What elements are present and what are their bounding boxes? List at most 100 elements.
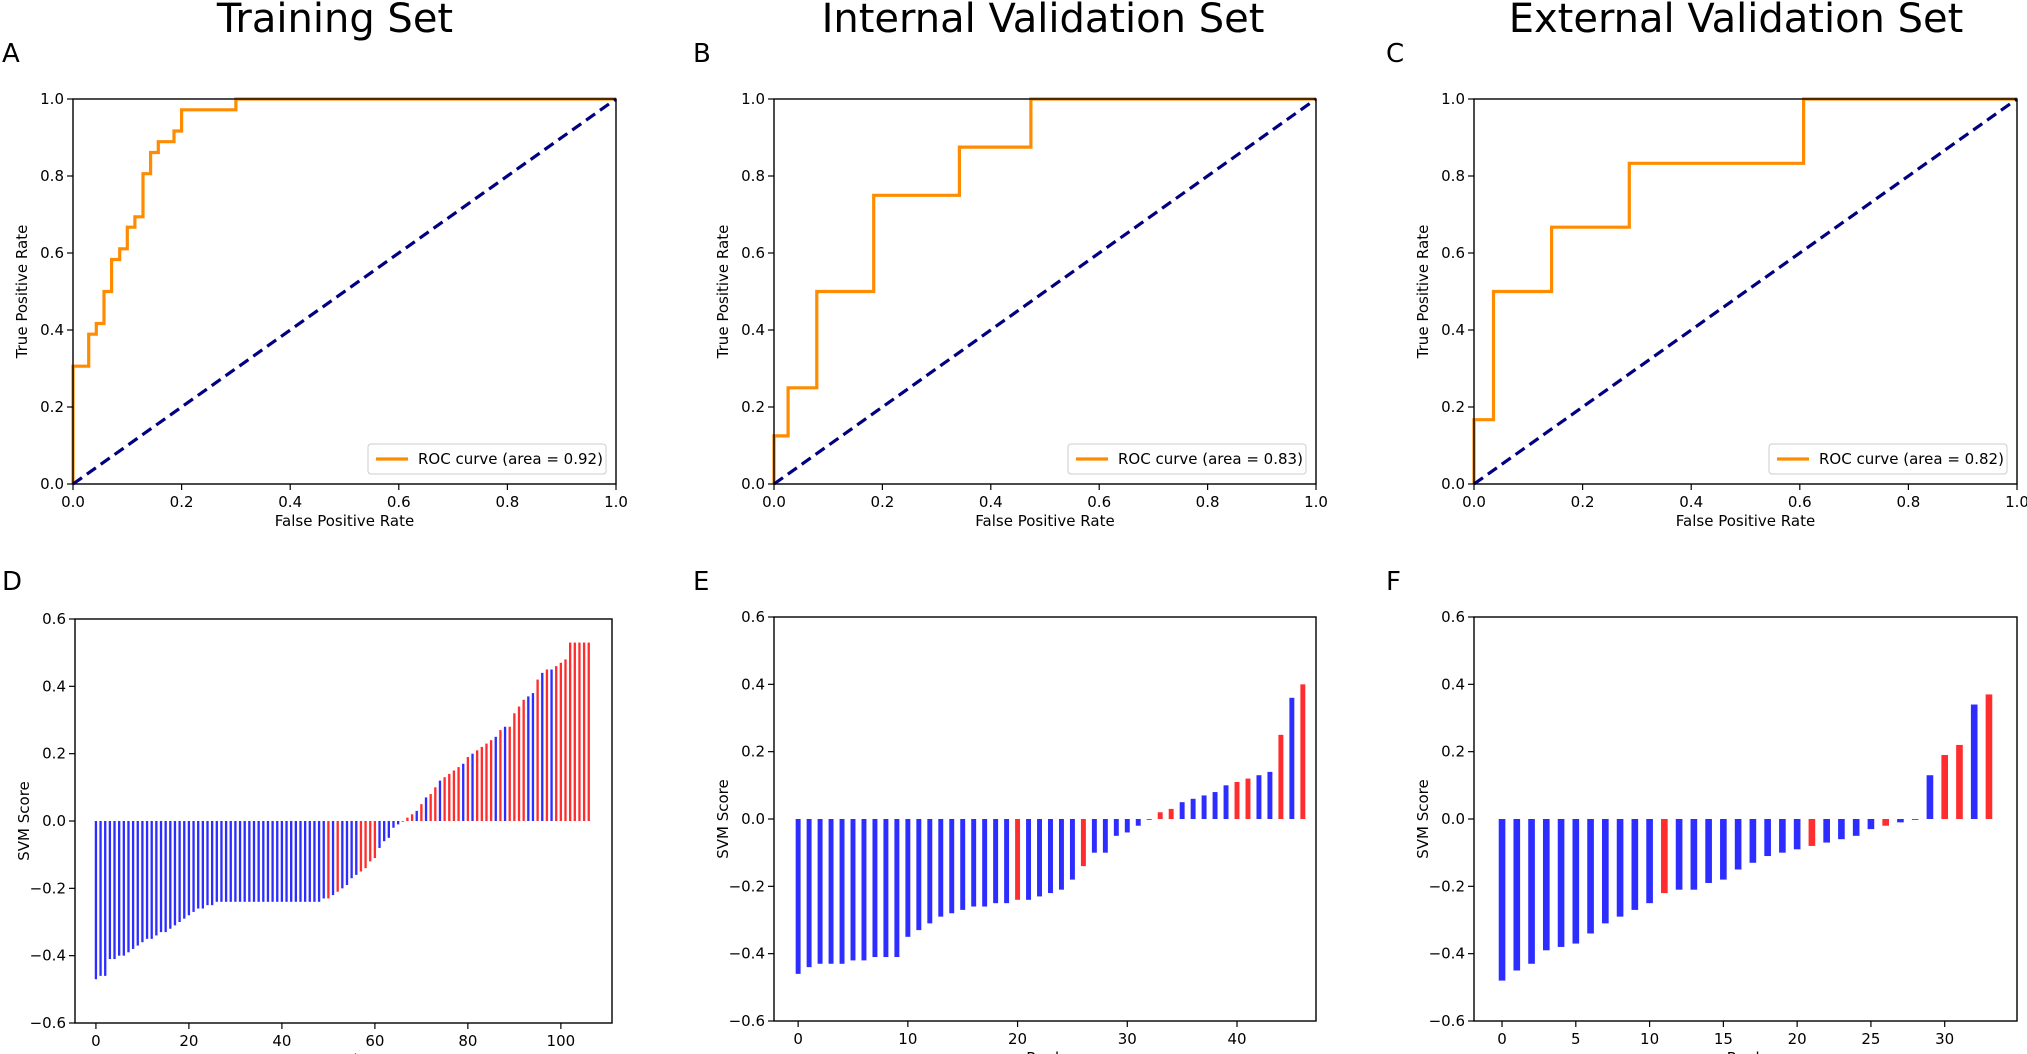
x-tick-label: 30 — [1118, 1030, 1137, 1048]
roc-curve-line — [772, 97, 1316, 484]
bar-negative — [1734, 819, 1742, 870]
bar-negative — [299, 821, 302, 902]
bar-positive — [1245, 778, 1251, 819]
bar-positive — [573, 642, 576, 821]
bar-negative — [982, 819, 988, 907]
bar-negative — [1572, 819, 1580, 944]
y-tick-label: 0.2 — [1441, 743, 1465, 761]
x-tick-label: 0.4 — [278, 493, 302, 511]
bar-negative — [971, 819, 977, 907]
axes-frame — [1473, 616, 2018, 1022]
bar-positive — [485, 743, 488, 821]
bar-positive — [406, 817, 409, 821]
y-tick-label: 0.8 — [40, 167, 64, 185]
x-tick-label: 0.6 — [1788, 493, 1812, 511]
bar-negative — [169, 821, 172, 929]
y-tick-label: 0.8 — [741, 167, 765, 185]
bar-positive — [364, 821, 367, 869]
y-axis-label: True Positive Rate — [1414, 225, 1432, 360]
bar-positive — [429, 794, 432, 821]
y-axis: 0.0 0.2 0.4 0.6 0.8 1.0 — [1441, 90, 1474, 493]
bar-negative — [1124, 819, 1130, 833]
bar-positive — [369, 821, 372, 862]
bar-negative — [159, 821, 163, 933]
y-axis-label: SVM Score — [714, 779, 732, 859]
panel-label: E — [693, 567, 709, 597]
bar-negative — [155, 821, 158, 936]
bar-positive — [508, 726, 511, 821]
bar-negative — [317, 821, 321, 902]
bar-positive — [410, 814, 414, 821]
bar-positive — [466, 757, 470, 821]
bar-positive — [359, 821, 363, 872]
bar-negative — [262, 821, 265, 902]
y-tick-label: 0.4 — [741, 321, 765, 339]
bar-positive — [448, 773, 451, 821]
chance-diagonal-line — [1473, 97, 2018, 486]
legend: ROC curve (area = 0.83) — [1067, 443, 1307, 475]
y-tick-label: 0.0 — [741, 810, 765, 828]
panel-d: D 0 20 40 60 80 100 −0.6 −0.4 −0.2 0.0 0.2 0.4 0.6 Ran… — [2, 567, 613, 1054]
bar-negative — [94, 821, 98, 980]
y-axis-label: True Positive Rate — [13, 225, 31, 360]
bar-positive — [536, 679, 539, 821]
bar-negative — [1970, 704, 1978, 819]
bar-negative — [113, 821, 116, 960]
bar-negative — [1113, 819, 1119, 836]
bar-negative — [285, 821, 288, 902]
bar-negative — [1091, 819, 1097, 853]
bar-negative — [1705, 819, 1712, 883]
x-tick-label: 100 — [547, 1032, 576, 1050]
y-tick-label: −0.4 — [1429, 945, 1465, 963]
bar-negative — [916, 819, 922, 931]
bar-positive — [545, 669, 549, 821]
axes-frame — [1473, 98, 2018, 485]
bar-negative — [1256, 775, 1262, 819]
bar-negative — [1267, 771, 1273, 819]
bar-negative — [387, 821, 390, 838]
x-tick-label: 0.4 — [1679, 493, 1703, 511]
bar-negative — [229, 821, 232, 902]
bar-positive — [480, 746, 483, 821]
bar-negative — [276, 821, 279, 902]
x-tick-label: 0.8 — [1196, 493, 1220, 511]
x-tick-label: 1.0 — [604, 493, 628, 511]
x-tick-label: 10 — [1640, 1030, 1659, 1048]
bar-negative — [795, 819, 801, 974]
y-tick-label: 0.8 — [1441, 167, 1465, 185]
bar-negative — [1823, 819, 1830, 843]
x-tick-label: 0 — [91, 1032, 101, 1050]
bar-negative — [949, 819, 955, 914]
bar-negative — [1749, 819, 1757, 863]
chance-diagonal-line — [72, 97, 617, 486]
bar-negative — [1542, 819, 1550, 951]
roc-curve-line — [71, 97, 616, 484]
plot-area — [94, 642, 590, 980]
bar-negative — [1135, 819, 1141, 826]
bar-positive — [1985, 694, 1993, 819]
bar-negative — [280, 821, 284, 902]
legend: ROC curve (area = 0.92) — [367, 443, 607, 475]
bar-positive — [336, 821, 339, 892]
bar-negative — [118, 821, 121, 956]
bar-negative — [99, 821, 102, 976]
panel-label: C — [1386, 39, 1404, 69]
bar-positive — [578, 642, 581, 821]
bar-positive — [522, 699, 525, 821]
legend-label: ROC curve (area = 0.92) — [418, 450, 603, 468]
y-tick-label: −0.2 — [729, 877, 765, 895]
bar-positive — [1882, 819, 1889, 826]
panel-b: B 0.0 0.2 0.4 0.6 0.8 1.0 0.0 0.2 0.4 0.6 0.8 1.0 Fal… — [693, 39, 1328, 530]
bar-negative — [1058, 819, 1064, 890]
bar-negative — [1201, 795, 1207, 819]
bar-positive — [1941, 755, 1949, 819]
bar-negative — [303, 821, 307, 902]
bar-positive — [327, 821, 330, 899]
bar-positive — [1956, 744, 1963, 819]
bar-negative — [1838, 819, 1845, 840]
y-axis-label: True Positive Rate — [714, 225, 732, 360]
roc-curve-line — [1472, 97, 2017, 484]
x-axis-label: Rank — [325, 1051, 363, 1054]
x-tick-label: 10 — [898, 1030, 917, 1048]
bar-negative — [192, 821, 195, 912]
